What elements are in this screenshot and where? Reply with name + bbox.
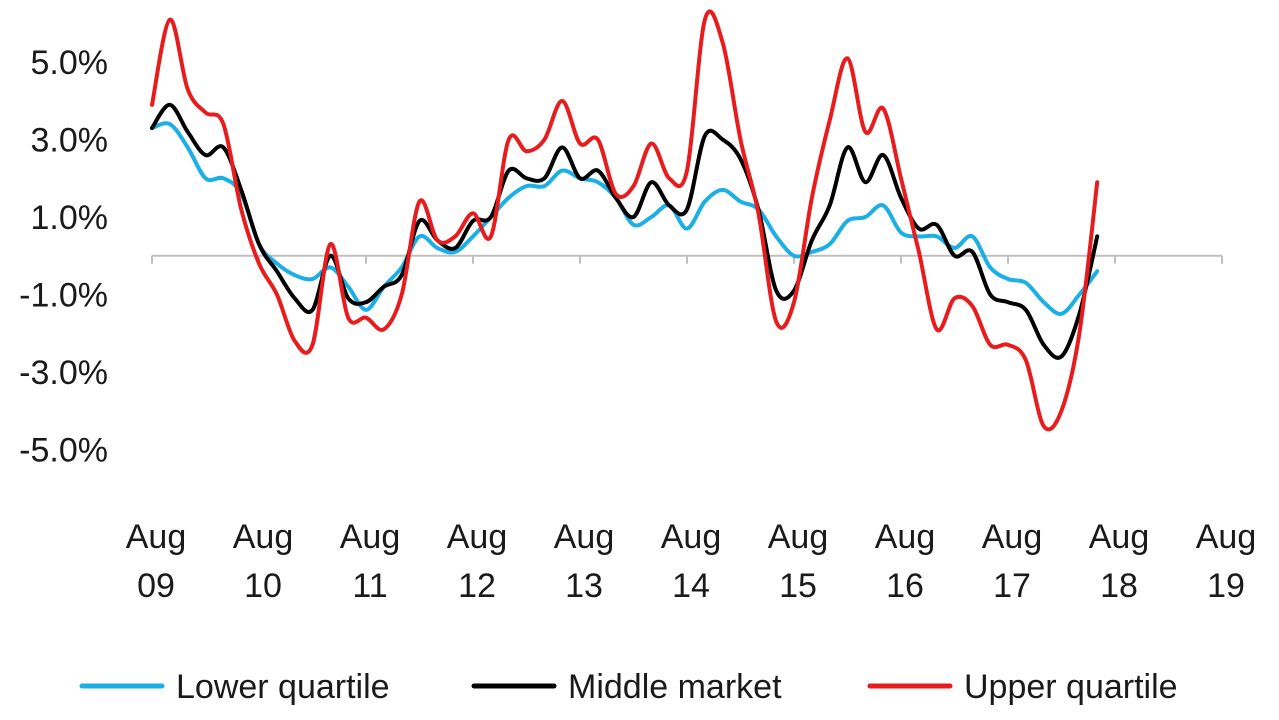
legend-label: Middle market — [568, 668, 782, 706]
legend-label: Upper quartile — [964, 668, 1178, 706]
x-tick-label-year: 16 — [886, 567, 924, 605]
series-lines — [150, 9, 1100, 432]
y-tick-label: 5.0% — [31, 44, 109, 82]
y-tick-label: 3.0% — [31, 122, 109, 160]
x-tick-label-year: 17 — [993, 567, 1031, 605]
x-tick-label-year: 13 — [565, 567, 603, 605]
y-axis-ticks: 5.0% 3.0% 1.0% -1.0% -3.0% -5.0% — [19, 44, 108, 469]
x-tick-label-year: 15 — [779, 567, 817, 605]
x-tick-label-month: Aug — [1196, 518, 1257, 556]
legend-label: Lower quartile — [176, 668, 390, 706]
x-tick-label-year: 10 — [244, 567, 282, 605]
y-tick-label: 1.0% — [31, 199, 109, 237]
zero-baseline — [151, 254, 1223, 264]
x-tick-label-month: Aug — [661, 518, 722, 556]
x-axis-ticks: Aug 09 Aug 10 Aug 11 Aug 12 Aug 13 Aug 14 Aug 15 Aug 16… — [126, 518, 1257, 605]
y-tick-label: -5.0% — [19, 431, 108, 469]
x-tick-label-month: Aug — [447, 518, 508, 556]
series-line-middle-market — [150, 102, 1100, 360]
x-tick-label-month: Aug — [340, 518, 401, 556]
x-tick-label-month: Aug — [126, 518, 187, 556]
x-tick-label-month: Aug — [554, 518, 615, 556]
x-tick-label-month: Aug — [1089, 518, 1150, 556]
x-tick-label-month: Aug — [768, 518, 829, 556]
x-tick-label-year: 12 — [458, 567, 496, 605]
series-line-upper-quartile — [150, 9, 1100, 432]
series-line-lower-quartile — [150, 121, 1100, 316]
x-tick-label-year: 18 — [1100, 567, 1138, 605]
x-tick-label-year: 14 — [672, 567, 710, 605]
x-tick-label-year: 11 — [352, 567, 387, 605]
y-tick-label: -3.0% — [19, 354, 108, 392]
x-tick-label-year: 19 — [1207, 567, 1245, 605]
x-tick-label-month: Aug — [982, 518, 1043, 556]
x-tick-label-month: Aug — [233, 518, 294, 556]
y-tick-label: -1.0% — [19, 276, 108, 314]
x-tick-label-month: Aug — [875, 518, 936, 556]
x-tick-label-year: 09 — [137, 567, 175, 605]
legend: Lower quartile Middle market Upper quartil… — [79, 668, 1178, 706]
